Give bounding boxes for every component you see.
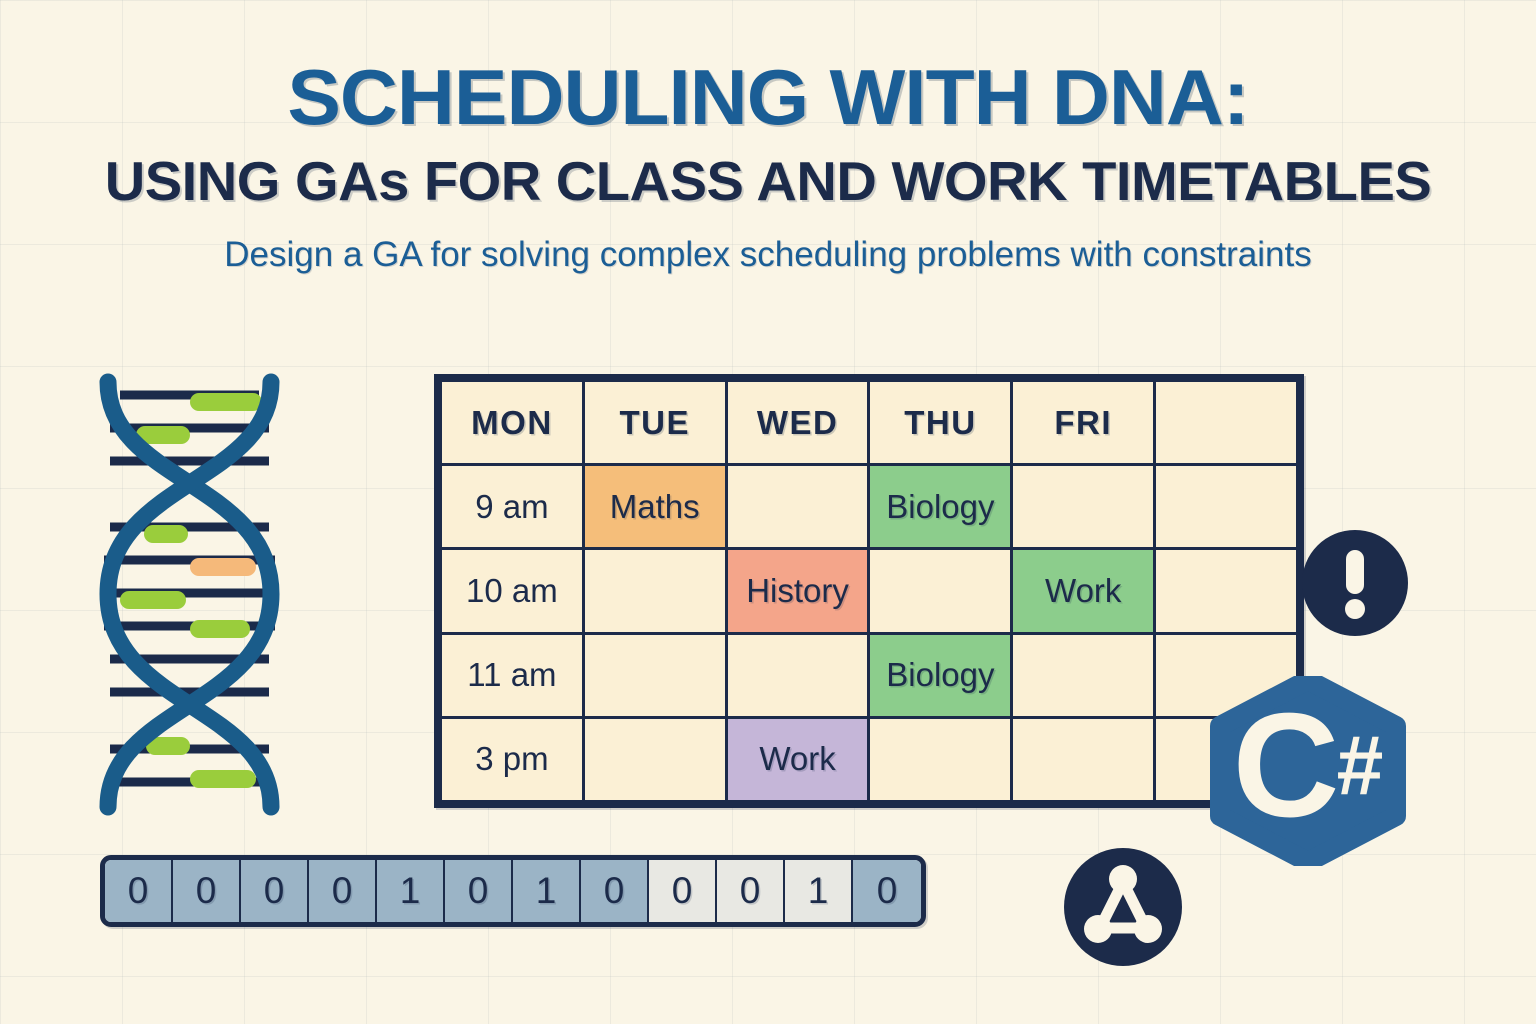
event-chip-history[interactable]: History [727, 550, 868, 632]
timetable-cell-empty[interactable] [1010, 463, 1157, 551]
event-chip-maths[interactable]: Maths [584, 466, 725, 548]
timetable-cell-filled[interactable]: Work [724, 715, 871, 804]
dna-backbone-group [99, 373, 280, 816]
time-label-3: 3 pm [439, 715, 585, 804]
page-subtitle: USING GAs FOR CLASS AND WORK TIMETABLES [104, 150, 1432, 212]
chromosome-bit-11[interactable]: 0 [853, 860, 921, 922]
column-header-wed: WED [724, 378, 871, 467]
csharp-logo-icon: C # [1210, 676, 1406, 866]
timetable-cell-filled[interactable]: Biology [867, 463, 1014, 551]
timetable: MON TUE WED THU FRI 9 am Maths Biology 10 am Hist… [434, 374, 1304, 808]
timetable-cell-empty[interactable] [724, 463, 871, 551]
time-label-1: 10 am [439, 547, 585, 635]
event-chip-work[interactable]: Work [727, 718, 868, 800]
chromosome-bit-8[interactable]: 0 [649, 860, 717, 922]
dna-helix-icon [99, 373, 280, 816]
chromosome-bit-3[interactable]: 0 [309, 860, 377, 922]
chromosome-bit-2[interactable]: 0 [241, 860, 309, 922]
column-header-blank [1153, 378, 1299, 467]
chromosome-bit-7[interactable]: 0 [581, 860, 649, 922]
timetable-cell-empty[interactable] [581, 715, 728, 804]
timetable-cell-empty[interactable] [1010, 715, 1157, 804]
timetable-cell-empty[interactable] [1153, 463, 1299, 551]
timetable-cell-filled[interactable]: Work [1010, 547, 1157, 635]
header-block: SCHEDULING WITH DNA: USING GAs FOR CLASS… [0, 0, 1536, 275]
timetable-row: 10 am History Work [439, 547, 1299, 635]
page-tagline: Design a GA for solving complex scheduli… [224, 235, 1312, 274]
timetable-row: 9 am Maths Biology [439, 463, 1299, 551]
alert-exclamation-icon [1302, 530, 1408, 636]
csharp-sharp: # [1337, 718, 1384, 812]
timetable-cell-empty[interactable] [867, 715, 1014, 804]
chromosome-bit-9[interactable]: 0 [717, 860, 785, 922]
column-header-tue: TUE [581, 378, 728, 467]
timetable-cell-filled[interactable]: Biology [867, 631, 1014, 719]
column-header-fri: FRI [1010, 378, 1157, 467]
timetable-header-row: MON TUE WED THU FRI [439, 378, 1299, 467]
timetable-cell-empty[interactable] [581, 631, 728, 719]
time-label-2: 11 am [439, 631, 585, 719]
timetable-cell-empty[interactable] [1153, 547, 1299, 635]
timetable-cell-empty[interactable] [724, 631, 871, 719]
event-chip-work[interactable]: Work [1013, 550, 1154, 632]
chromosome-bit-5[interactable]: 0 [445, 860, 513, 922]
chromosome-bit-10[interactable]: 1 [785, 860, 853, 922]
time-label-0: 9 am [439, 463, 585, 551]
timetable-row: 11 am Biology [439, 631, 1299, 719]
dna-rung-group [104, 390, 275, 787]
chromosome-bit-6[interactable]: 1 [513, 860, 581, 922]
csharp-letter: C [1233, 683, 1340, 848]
event-chip-biology[interactable]: Biology [870, 466, 1011, 548]
timetable-cell-filled[interactable]: History [724, 547, 871, 635]
timetable-cell-empty[interactable] [867, 547, 1014, 635]
chromosome-bit-4[interactable]: 1 [377, 860, 445, 922]
column-header-thu: THU [867, 378, 1014, 467]
timetable-cell-empty[interactable] [1010, 631, 1157, 719]
event-chip-biology[interactable]: Biology [870, 634, 1011, 716]
chromosome-bit-1[interactable]: 0 [173, 860, 241, 922]
timetable-cell-empty[interactable] [581, 547, 728, 635]
page-title: SCHEDULING WITH DNA: [287, 53, 1249, 141]
node-graph-icon [1064, 848, 1182, 966]
timetable-row: 3 pm Work [439, 715, 1299, 804]
timetable-table: MON TUE WED THU FRI 9 am Maths Biology 10 am Hist… [439, 378, 1299, 804]
column-header-mon: MON [439, 378, 585, 467]
timetable-cell-filled[interactable]: Maths [581, 463, 728, 551]
chromosome-bit-0[interactable]: 0 [105, 860, 173, 922]
dna-gene-group [120, 393, 262, 788]
